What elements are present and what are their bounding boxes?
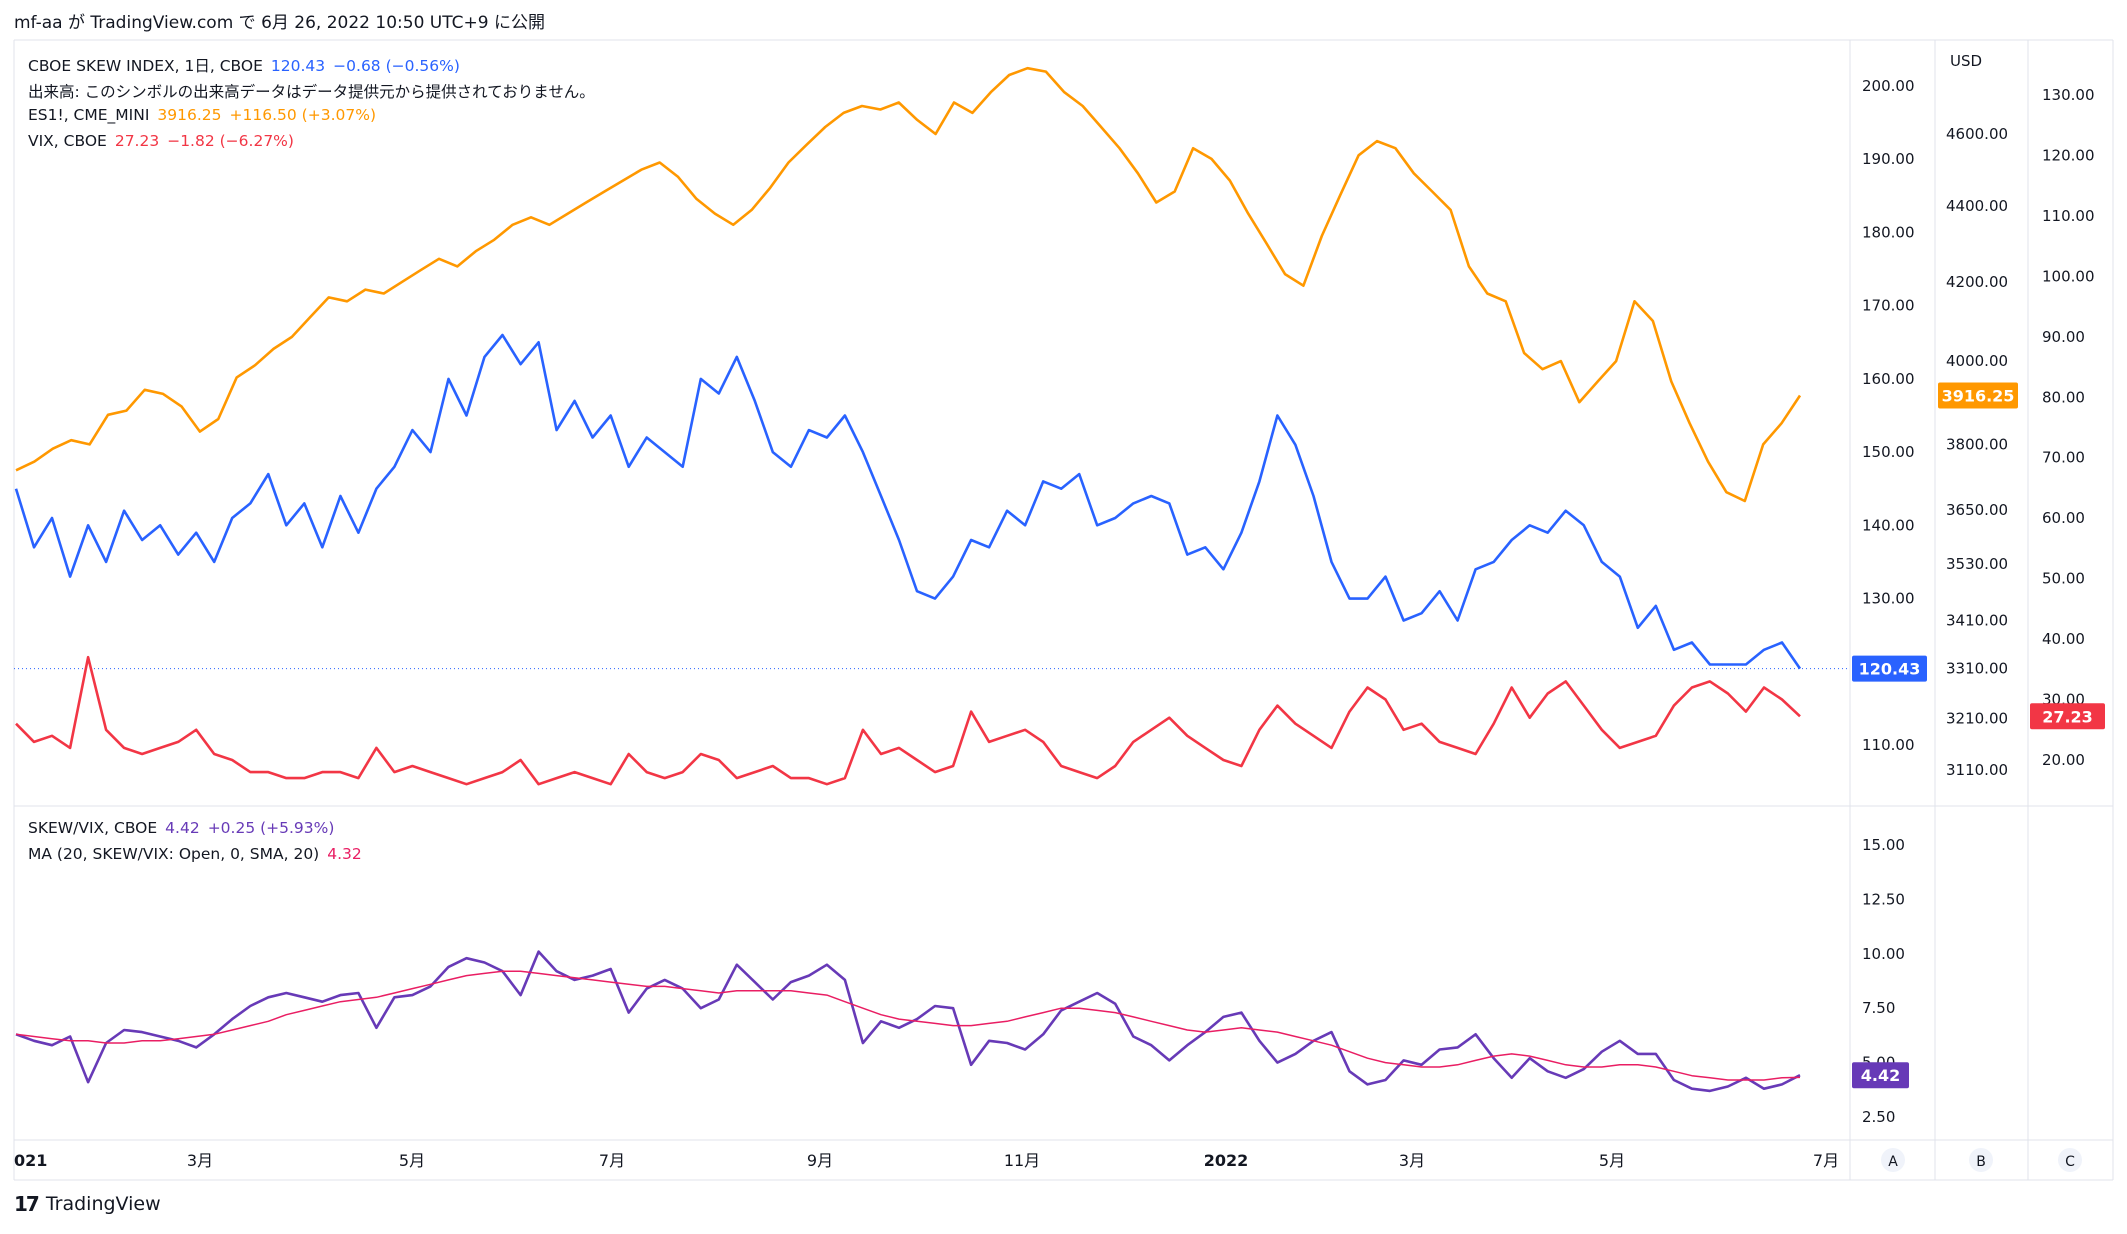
axis-tick: 3410.00 xyxy=(1946,611,2008,629)
tradingview-logo-icon: 17 xyxy=(14,1192,40,1216)
axis-tick: 4400.00 xyxy=(1946,197,2008,215)
es-line xyxy=(15,66,1802,503)
es-price-badge-bg xyxy=(1938,382,2018,409)
axis-tick: 60.00 xyxy=(2042,509,2085,527)
axis-tick: 70.00 xyxy=(2042,449,2085,467)
footer-brand-label: TradingView xyxy=(45,1193,161,1215)
time-label: 3月 xyxy=(1399,1151,1425,1170)
scale-button-C[interactable] xyxy=(2058,1148,2082,1172)
axis-tick: 110.00 xyxy=(2042,207,2095,225)
axis-tick: 90.00 xyxy=(2042,328,2085,346)
axis-tick: 170.00 xyxy=(1862,297,1915,315)
es-price-badge: 3916.25 xyxy=(1942,386,2015,405)
legend-volume-note: 出来高: このシンボルの出来高データはデータ提供元から提供されておりません。 xyxy=(28,80,603,102)
scale-button-label: B xyxy=(1976,1154,1986,1170)
legend-es-value: 3916.25 xyxy=(157,106,222,124)
scale-button-label: A xyxy=(1888,1154,1898,1170)
legend-skew-name: CBOE SKEW INDEX, 1日, CBOE xyxy=(28,57,263,75)
legend-vix: VIX, CBOE 27.23 −1.82 (−6.27%) xyxy=(28,132,302,150)
axis-tick: 80.00 xyxy=(2042,388,2085,406)
time-label: 5月 xyxy=(1599,1151,1625,1170)
footer-brand[interactable]: 17 TradingView xyxy=(14,1192,161,1216)
axis-tick: 4600.00 xyxy=(1946,125,2008,143)
legend-es: ES1!, CME_MINI 3916.25 +116.50 (+3.07%) xyxy=(28,106,384,124)
legend-vix-change: −1.82 (−6.27%) xyxy=(167,132,294,150)
ratio-line xyxy=(15,950,1801,1093)
legend-es-name: ES1!, CME_MINI xyxy=(28,106,150,124)
axis-tick: 12.50 xyxy=(1862,890,1905,908)
axis-tick: 2.50 xyxy=(1862,1108,1895,1126)
axis-tick: 100.00 xyxy=(2042,267,2095,285)
ma-line xyxy=(15,970,1801,1081)
axis-tick: 150.00 xyxy=(1862,443,1915,461)
legend-ma-name: MA (20, SKEW/VIX: Open, 0, SMA, 20) xyxy=(28,845,320,863)
axis-tick: 160.00 xyxy=(1862,370,1915,388)
legend-skew-change: −0.68 (−0.56%) xyxy=(333,57,460,75)
time-label: 3月 xyxy=(187,1151,213,1170)
legend-vix-name: VIX, CBOE xyxy=(28,132,107,150)
axis-tick: 3650.00 xyxy=(1946,501,2008,519)
ratio-price-badge: 4.42 xyxy=(1861,1066,1900,1085)
time-label: 7月 xyxy=(1813,1151,1839,1170)
time-label: 11月 xyxy=(1004,1151,1040,1170)
axis-tick: 3530.00 xyxy=(1946,555,2008,573)
legend-ma-value: 4.32 xyxy=(327,845,362,863)
axis-tick: 10.00 xyxy=(1862,945,1905,963)
axis-tick: 3310.00 xyxy=(1946,660,2008,678)
currency-label: USD xyxy=(1950,52,1982,70)
axis-tick: 180.00 xyxy=(1862,223,1915,241)
legend-vix-value: 27.23 xyxy=(114,132,160,150)
axis-tick: 40.00 xyxy=(2042,630,2085,648)
legend-ratio-value: 4.42 xyxy=(165,819,200,837)
publish-header: mf-aa が TradingView.com で 6月 26, 2022 10… xyxy=(14,13,545,33)
vix-price-badge: 27.23 xyxy=(2042,707,2093,726)
axis-tick: 15.00 xyxy=(1862,836,1905,854)
skew-price-badge-bg xyxy=(1852,655,1927,682)
axis-tick: 130.00 xyxy=(2042,86,2095,104)
scale-button-A[interactable] xyxy=(1881,1148,1905,1172)
axis-tick: 200.00 xyxy=(1862,77,1915,95)
legend-es-change: +116.50 (+3.07%) xyxy=(229,106,377,124)
pane-borders xyxy=(13,39,2114,1181)
legend-ma: MA (20, SKEW/VIX: Open, 0, SMA, 20) 4.32 xyxy=(28,845,370,863)
skew-line xyxy=(14,333,1802,670)
volume-note: 出来高: このシンボルの出来高データはデータ提供元から提供されておりません。 xyxy=(28,83,595,101)
axis-tick: 120.00 xyxy=(2042,146,2095,164)
legend-skew-value: 120.43 xyxy=(270,57,326,75)
scale-button-label: C xyxy=(2065,1154,2075,1170)
vix-price-badge-bg xyxy=(2030,703,2105,730)
axis-tick: 3110.00 xyxy=(1946,761,2008,779)
axis-tick: 20.00 xyxy=(2042,751,2085,769)
axis-tick: 190.00 xyxy=(1862,150,1915,168)
time-label: 5月 xyxy=(399,1151,425,1170)
time-label: 7月 xyxy=(599,1151,625,1170)
time-label: 2022 xyxy=(1204,1151,1249,1170)
time-label: 9月 xyxy=(807,1151,833,1170)
axis-tick: 3210.00 xyxy=(1946,710,2008,728)
axis-tick: 140.00 xyxy=(1862,516,1915,534)
axis-tick: 3800.00 xyxy=(1946,435,2008,453)
legend-ratio-change: +0.25 (+5.93%) xyxy=(207,819,335,837)
axis-tick: 130.00 xyxy=(1862,590,1915,608)
axis-tick: 4200.00 xyxy=(1946,273,2008,291)
legend-ratio: SKEW/VIX, CBOE 4.42 +0.25 (+5.93%) xyxy=(28,819,342,837)
axis-tick: 50.00 xyxy=(2042,570,2085,588)
ratio-price-badge-bg xyxy=(1852,1062,1909,1089)
time-label: 021 xyxy=(14,1151,47,1170)
axis-tick: 4000.00 xyxy=(1946,352,2008,370)
skew-price-badge: 120.43 xyxy=(1859,660,1921,679)
vix-line xyxy=(15,655,1801,786)
legend-ratio-name: SKEW/VIX, CBOE xyxy=(28,819,158,837)
scale-button-B[interactable] xyxy=(1969,1148,1993,1172)
legend-skew: CBOE SKEW INDEX, 1日, CBOE 120.43 −0.68 (−0… xyxy=(28,54,468,76)
axis-tick: 7.50 xyxy=(1862,999,1895,1017)
axis-tick: 110.00 xyxy=(1862,736,1915,754)
